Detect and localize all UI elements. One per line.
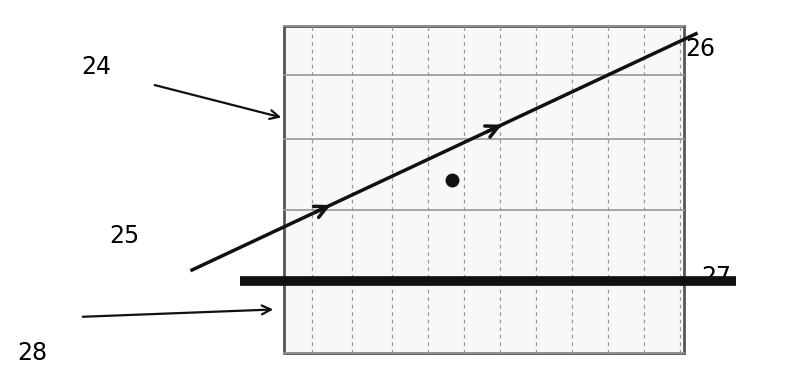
Text: 27: 27	[701, 266, 731, 290]
Bar	[284, 26, 684, 352]
Text: 28: 28	[17, 340, 47, 364]
Text: 24: 24	[81, 56, 111, 80]
Text: 26: 26	[685, 37, 715, 61]
Text: 25: 25	[109, 224, 139, 248]
